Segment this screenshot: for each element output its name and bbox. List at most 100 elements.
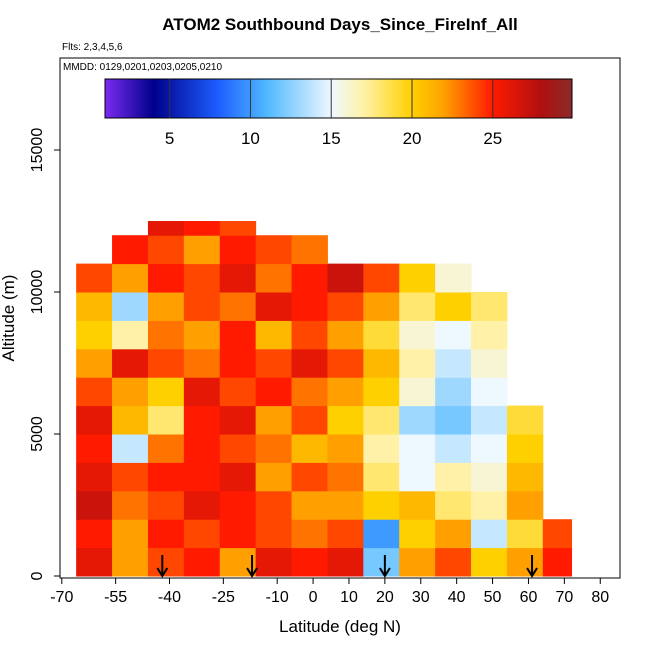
y-tick-label: 0 [29, 571, 46, 580]
marker-arrow [526, 555, 538, 578]
heat-cell [76, 490, 113, 520]
heat-cell [435, 490, 472, 520]
heat-cell [399, 462, 436, 492]
heat-cell [542, 547, 573, 577]
y-tick-label: 10000 [29, 270, 46, 315]
x-tick-label: 30 [412, 589, 430, 606]
heat-cell [363, 320, 400, 350]
heat-cell [327, 490, 364, 520]
heat-cell [255, 434, 293, 463]
heat-cell [291, 547, 328, 577]
heat-cell [183, 547, 221, 577]
heat-cell [363, 434, 400, 463]
heat-cell [506, 405, 544, 435]
heat-cell [291, 490, 328, 520]
heat-cell [471, 519, 508, 549]
heat-cell [112, 348, 149, 378]
marker-arrow [156, 555, 169, 578]
x-tick-label: 20 [376, 589, 394, 606]
heat-cell [506, 462, 544, 492]
heat-cell [183, 221, 221, 236]
heat-cell [219, 377, 257, 407]
marker-arrow [379, 555, 391, 578]
heat-cell [291, 519, 328, 549]
heat-cell [219, 320, 257, 350]
heat-cell [76, 434, 113, 463]
heat-cell [76, 320, 113, 350]
chart-title: ATOM2 Southbound Days_Since_FireInf_All [162, 15, 517, 34]
heat-cell [255, 490, 293, 520]
heat-cell [471, 320, 508, 350]
marker-arrow [246, 555, 258, 578]
heat-cell [147, 348, 185, 378]
x-tick-label: 50 [484, 589, 502, 606]
heat-cell [255, 320, 293, 350]
x-tick-label: -55 [104, 589, 127, 606]
heat-cell [363, 348, 400, 378]
heat-cell [435, 462, 472, 492]
heat-cell [147, 547, 185, 577]
colorbar-tick-label: 25 [483, 129, 502, 148]
heat-cell [255, 235, 293, 265]
heat-cell [291, 235, 328, 265]
heat-cell [255, 348, 293, 378]
heat-cell [399, 434, 436, 463]
heat-cell [147, 221, 185, 236]
heat-cell [435, 292, 472, 321]
heat-cell [76, 348, 113, 378]
heat-cell [291, 434, 328, 463]
heat-cell [112, 519, 149, 549]
heat-cell [471, 490, 508, 520]
heat-cell [147, 405, 185, 435]
heat-cell [435, 263, 472, 293]
heat-cell [219, 490, 257, 520]
heat-cell [435, 519, 472, 549]
heat-cell [399, 348, 436, 378]
heat-cell [506, 490, 544, 520]
heat-cell [183, 377, 221, 407]
heat-cell [327, 434, 364, 463]
heat-cell [399, 377, 436, 407]
colorbar-tick-label: 20 [403, 129, 422, 148]
heat-cell [112, 405, 149, 435]
heat-cell [291, 263, 328, 293]
heat-cell [183, 434, 221, 463]
heat-cell [363, 490, 400, 520]
heat-cell [399, 490, 436, 520]
heat-cell [363, 292, 400, 321]
y-tick-label: 5000 [29, 416, 46, 452]
plot-frame [59, 57, 621, 579]
heat-cell [471, 547, 508, 577]
heat-cell [112, 377, 149, 407]
heat-cell [291, 377, 328, 407]
heat-cell [147, 462, 185, 492]
heat-cell [435, 547, 472, 577]
heat-cell [255, 519, 293, 549]
heat-cell [183, 292, 221, 321]
heat-cell [255, 263, 293, 293]
x-tick-label: 60 [520, 589, 538, 606]
heat-cell [76, 405, 113, 435]
annotation: MMDD: 0129,0201,0203,0205,0210 [63, 62, 222, 73]
x-tick-label: -70 [50, 589, 73, 606]
heat-cell [291, 405, 328, 435]
heat-cell [471, 434, 508, 463]
heat-cell [542, 519, 573, 549]
heat-cell [112, 434, 149, 463]
x-tick-label: 80 [591, 589, 609, 606]
heat-cell [399, 547, 436, 577]
heat-cell [399, 263, 436, 293]
heat-cell [399, 519, 436, 549]
heat-cell [363, 462, 400, 492]
heat-cell [399, 292, 436, 321]
heat-cell [112, 292, 149, 321]
heat-cell [363, 263, 400, 293]
heat-cell [76, 519, 113, 549]
heat-cell [147, 490, 185, 520]
heat-cell [327, 377, 364, 407]
x-tick-label: 40 [448, 589, 466, 606]
heat-cell [255, 462, 293, 492]
heat-cell [147, 263, 185, 293]
heat-cell [76, 547, 113, 577]
